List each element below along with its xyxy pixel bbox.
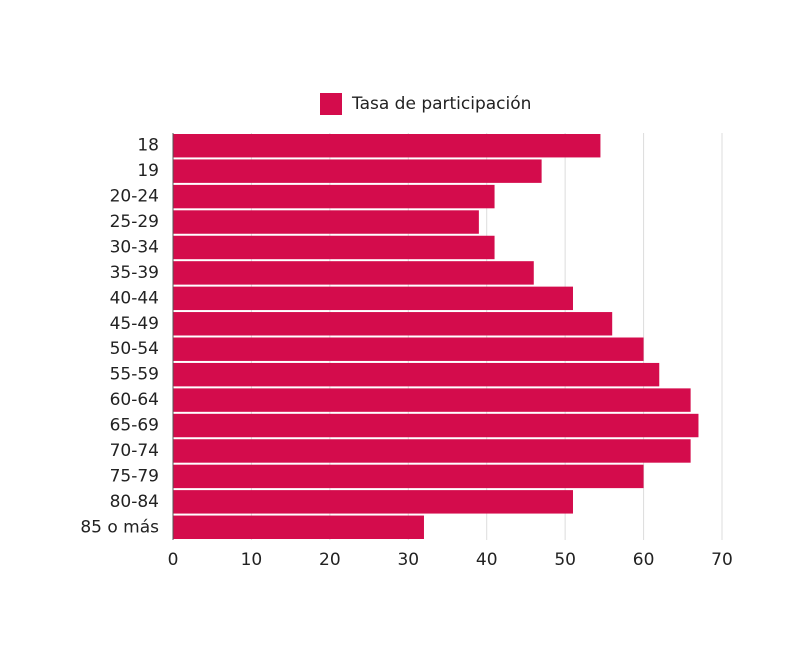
bar <box>173 210 479 234</box>
bar <box>173 464 644 489</box>
y-tick-label: 45-49 <box>110 314 159 334</box>
y-tick-label: 40-44 <box>110 288 159 308</box>
y-tick-label: 70-74 <box>110 441 159 461</box>
y-tick-label: 85 o más <box>80 517 159 537</box>
bar <box>173 388 691 412</box>
y-tick-label: 35-39 <box>110 263 159 283</box>
bar <box>173 184 495 209</box>
bar <box>173 235 495 260</box>
y-tick-label: 75-79 <box>110 466 159 486</box>
bar <box>173 515 424 539</box>
y-tick-label: 55-59 <box>110 365 159 385</box>
bar <box>173 413 699 438</box>
bar <box>173 134 601 158</box>
x-tick-label: 70 <box>711 550 733 570</box>
bar <box>173 159 542 183</box>
bar <box>173 439 691 463</box>
y-tick-label: 18 <box>137 136 159 156</box>
bar <box>173 261 534 285</box>
y-tick-label: 20-24 <box>110 187 159 207</box>
x-tick-label: 40 <box>476 550 498 570</box>
x-tick-label: 60 <box>633 550 655 570</box>
legend-label: Tasa de participación <box>351 94 531 114</box>
y-tick-label: 30-34 <box>110 237 159 257</box>
y-tick-label: 60-64 <box>110 390 159 410</box>
x-tick-label: 0 <box>168 550 179 570</box>
x-tick-label: 10 <box>241 550 263 570</box>
bar <box>173 362 660 387</box>
y-tick-label: 25-29 <box>110 212 159 232</box>
y-tick-label: 65-69 <box>110 416 159 436</box>
legend-swatch <box>320 93 342 115</box>
y-tick-label: 19 <box>137 161 159 181</box>
bar <box>173 312 613 336</box>
x-tick-label: 30 <box>397 550 419 570</box>
bar <box>173 286 573 311</box>
y-tick-label: 80-84 <box>110 492 159 512</box>
x-tick-label: 20 <box>319 550 341 570</box>
bar <box>173 490 573 514</box>
bar <box>173 337 644 361</box>
x-tick-label: 50 <box>554 550 576 570</box>
y-tick-label: 50-54 <box>110 339 159 359</box>
